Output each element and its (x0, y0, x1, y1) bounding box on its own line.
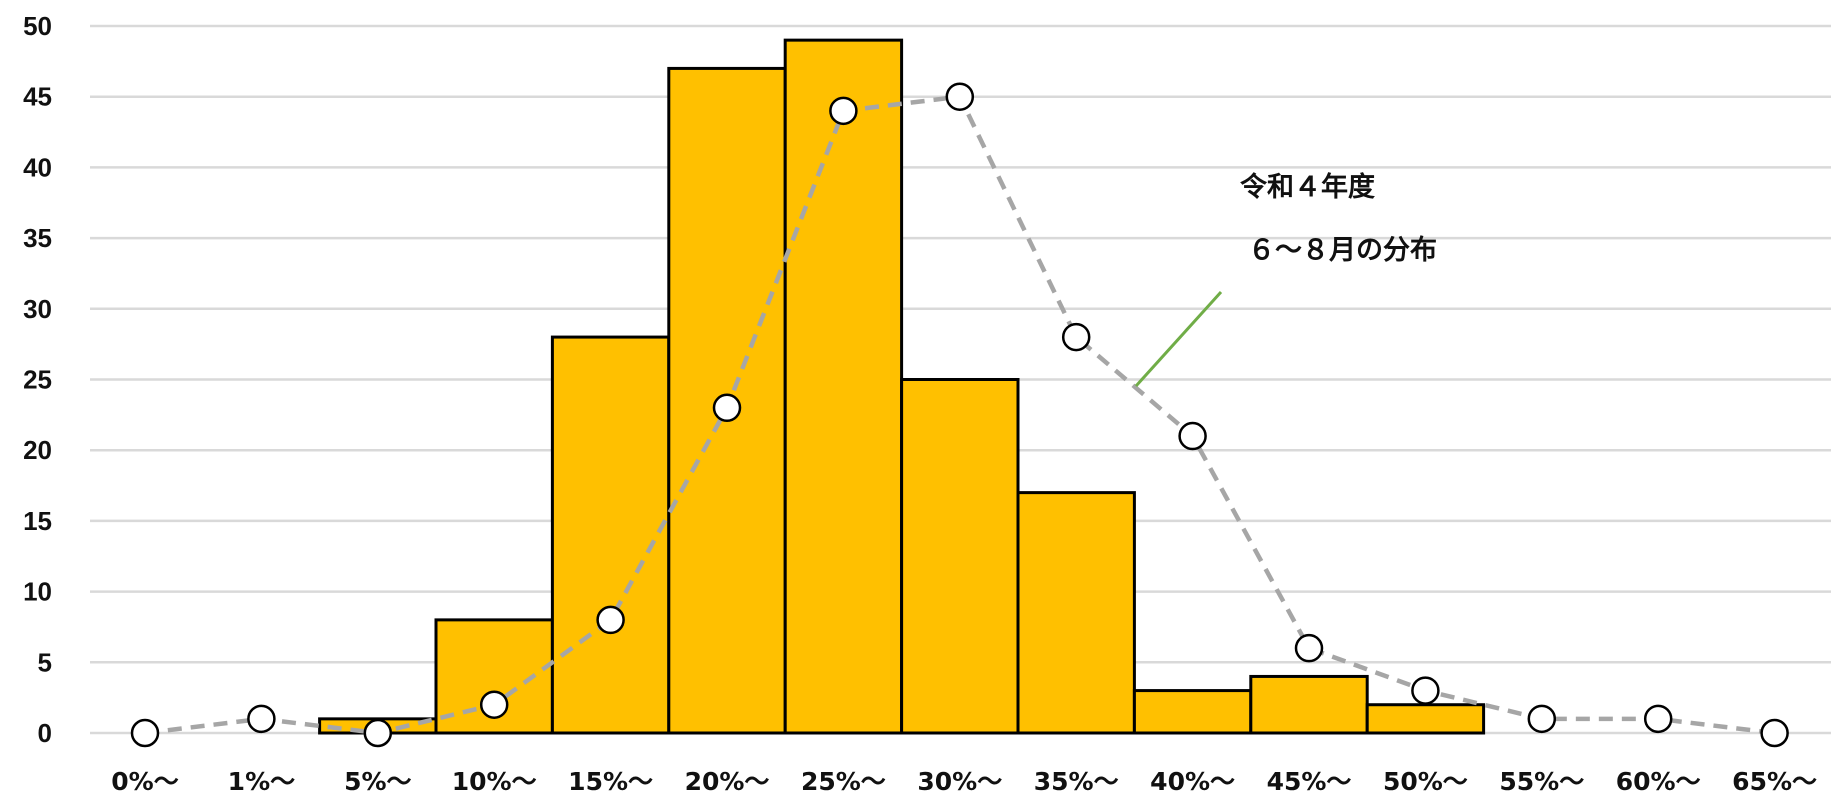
x-tick-label: 30%〜 (917, 767, 1002, 796)
bar-series (318, 38, 1486, 735)
x-tick-label: 10%〜 (452, 767, 537, 796)
marker-20%〜 (712, 393, 742, 423)
y-axis-ticks: 0 5 10 15 20 25 30 35 40 45 50 (23, 11, 52, 748)
y-tick-label: 40 (23, 152, 52, 182)
bar-25%〜 (783, 38, 904, 735)
x-tick-label: 15%〜 (568, 767, 653, 796)
y-tick-label: 10 (23, 577, 52, 607)
x-tick-label: 40%〜 (1150, 767, 1235, 796)
annotation-line-1: 令和４年度 (1240, 171, 1375, 203)
marker-1%〜 (247, 704, 276, 734)
y-tick-label: 5 (38, 647, 52, 677)
marker-30%〜 (945, 82, 975, 111)
marker-45%〜 (1294, 633, 1324, 663)
y-tick-label: 25 (23, 365, 52, 395)
bar-15%〜 (550, 335, 671, 735)
marker-10%〜 (479, 690, 509, 719)
marker-65%〜 (1760, 718, 1789, 748)
bar-40%〜 (1132, 689, 1253, 735)
annotation: 令和４年度 ６〜８月の分布 (1134, 171, 1437, 388)
y-tick-label: 20 (23, 435, 52, 465)
y-tick-label: 45 (23, 82, 52, 112)
x-tick-label: 25%〜 (801, 767, 886, 796)
marker-35%〜 (1061, 322, 1091, 352)
x-tick-label: 50%〜 (1383, 767, 1468, 796)
marker-40%〜 (1178, 421, 1207, 451)
y-tick-label: 0 (38, 718, 52, 748)
marker-50%〜 (1411, 676, 1440, 705)
y-tick-label: 15 (23, 506, 52, 536)
x-tick-label: 0%〜 (111, 767, 178, 796)
marker-0%〜 (130, 718, 160, 748)
marker-60%〜 (1643, 704, 1673, 734)
bar-45%〜 (1249, 674, 1369, 735)
x-tick-label: 5%〜 (344, 767, 411, 796)
marker-15%〜 (596, 605, 625, 635)
bar-50%〜 (1365, 703, 1486, 735)
marker-5%〜 (363, 718, 393, 748)
x-tick-label: 45%〜 (1267, 767, 1352, 796)
annotation-leader-line (1134, 290, 1223, 388)
marker-25%〜 (829, 96, 858, 126)
line-series (130, 82, 1789, 748)
x-tick-label: 55%〜 (1499, 767, 1584, 796)
x-tick-label: 60%〜 (1616, 767, 1701, 796)
y-tick-label: 35 (23, 223, 52, 253)
x-tick-label: 1%〜 (228, 767, 295, 796)
x-tick-label: 20%〜 (685, 767, 770, 796)
x-tick-label: 65%〜 (1732, 767, 1817, 796)
bar-35%〜 (1016, 491, 1136, 735)
bar-30%〜 (900, 378, 1020, 735)
annotation-line-2: ６〜８月の分布 (1248, 235, 1437, 266)
x-tick-label: 35%〜 (1034, 767, 1119, 796)
y-tick-label: 30 (23, 294, 52, 324)
x-axis-ticks: 0%〜 1%〜 5%〜 10%〜 15%〜 20%〜 25%〜 30%〜 35%〜 40%〜 45%… (111, 767, 1817, 796)
y-tick-label: 50 (23, 11, 52, 41)
marker-55%〜 (1527, 704, 1557, 734)
